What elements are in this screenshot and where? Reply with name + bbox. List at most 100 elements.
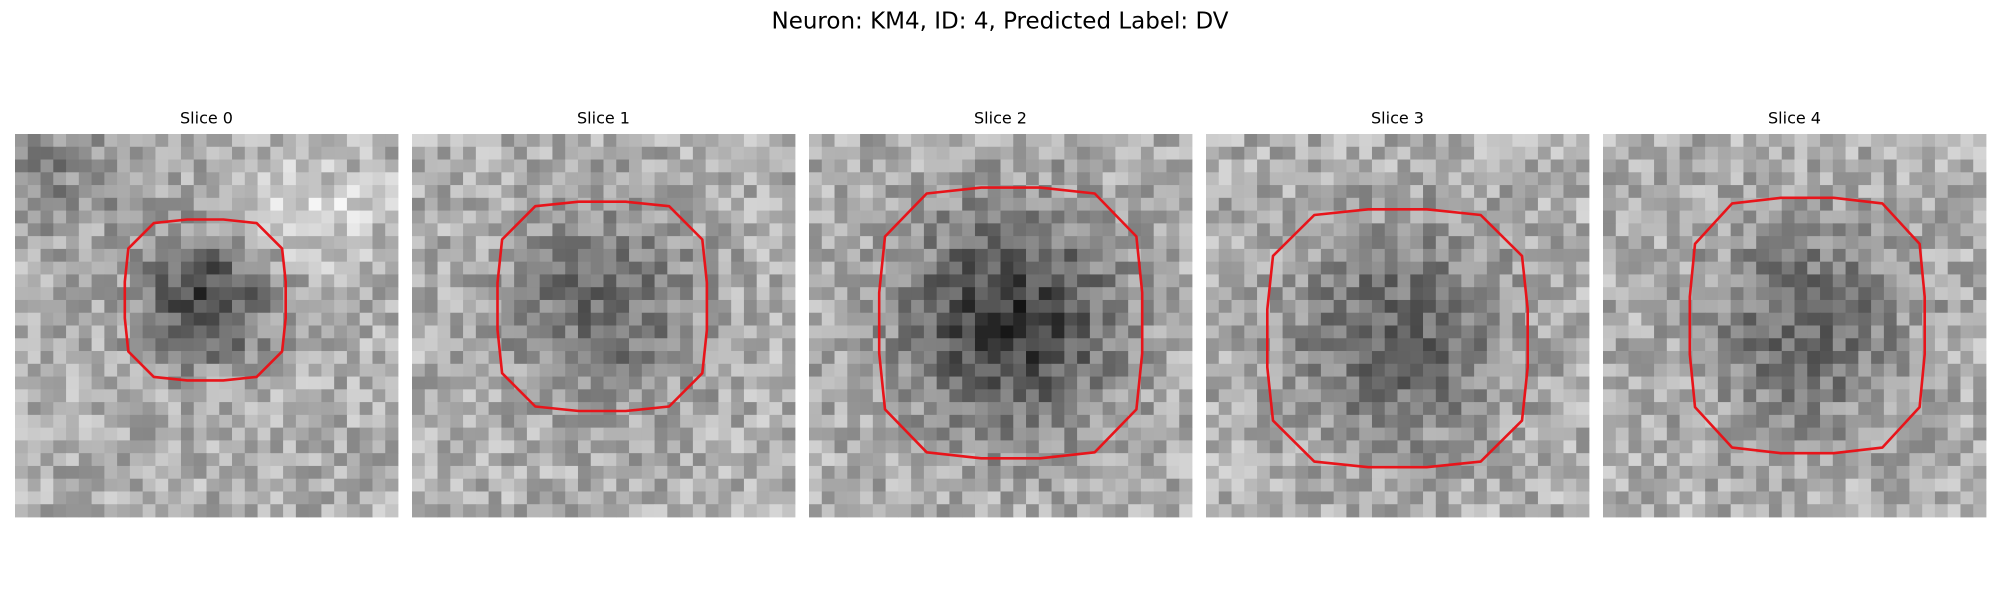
pixel [629,351,643,365]
pixel [232,363,246,377]
pixel [1397,172,1411,186]
pixel [860,414,874,429]
pixel [450,504,464,518]
pixel [860,325,874,339]
pixel [321,299,335,314]
pixel [1333,185,1347,199]
pixel [898,236,912,250]
pixel [1832,465,1846,480]
pixel [1231,223,1245,237]
pixel [1308,389,1322,403]
pixel [501,338,515,352]
pixel [641,491,655,505]
pixel [705,312,719,326]
pixel [847,427,861,441]
pixel [1064,427,1078,441]
pixel [885,210,899,224]
pixel [168,402,182,416]
pixel [334,299,348,314]
pixel [898,197,912,211]
pixel [1089,172,1104,186]
pixel [1563,146,1577,160]
pixel [142,134,156,148]
pixel [1832,453,1846,467]
pixel [1934,299,1949,314]
pixel [1820,261,1834,275]
pixel [1397,351,1411,365]
pixel [1218,491,1232,505]
pixel [1026,210,1040,224]
pixel [1423,440,1437,454]
pixel [1973,159,1987,173]
panel-title: Slice 0 [180,109,233,128]
pixel [1384,223,1398,237]
pixel [1794,248,1808,263]
pixel [27,248,41,263]
pixel [1973,325,1987,339]
pixel [577,402,592,416]
pixel [1153,185,1167,199]
pixel [539,287,553,301]
pixel [743,312,758,326]
pixel [898,325,912,339]
pixel [1820,248,1834,263]
pixel [1384,274,1398,288]
pixel [692,159,707,173]
pixel [1013,146,1027,160]
pixel [911,402,925,416]
pixel [1128,414,1142,429]
pixel [53,414,67,429]
pixel [936,389,950,403]
pixel [1206,159,1220,173]
pixel [885,465,899,480]
pixel [1000,351,1014,365]
pixel [1102,351,1116,365]
pixel [1794,287,1808,301]
pixel [860,338,874,352]
pixel [257,248,271,263]
pixel [372,465,386,480]
pixel [1512,274,1526,288]
pixel [552,376,566,390]
pixel [603,185,617,199]
pixel [1909,197,1923,211]
pixel [1603,312,1617,326]
pixel [66,351,80,365]
pixel [104,465,118,480]
pixel [1768,287,1783,301]
pixel [923,414,938,429]
pixel [40,210,54,224]
pixel [885,376,899,390]
pixel [359,402,373,416]
pixel [1384,453,1398,467]
pixel [168,453,182,467]
pixel [1269,236,1283,250]
pixel [412,376,426,390]
pixel [1179,261,1193,275]
pixel [1346,440,1360,454]
pixel [450,491,464,505]
pixel [372,491,386,505]
pixel [1615,134,1629,148]
pixel [1026,465,1040,480]
pixel [974,134,989,148]
pixel [834,185,848,199]
pixel [860,236,874,250]
pixel [923,248,938,263]
pixel [359,159,373,173]
pixel [834,248,848,263]
pixel [450,427,464,441]
pixel [1346,134,1360,148]
pixel [756,414,770,429]
pixel [514,402,528,416]
pixel [270,325,284,339]
pixel [821,440,835,454]
pixel [1089,236,1104,250]
pixel [1934,197,1949,211]
pixel [1346,453,1360,467]
pixel [129,159,144,173]
pixel [1499,134,1513,148]
pixel [308,440,322,454]
pixel [885,287,899,301]
pixel [219,325,233,339]
